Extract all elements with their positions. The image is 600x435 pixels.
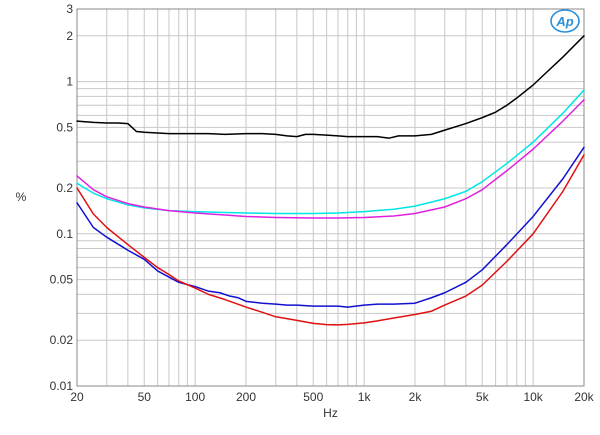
ap-logo-text: Ap [555, 14, 573, 29]
series-line-1 [76, 35, 585, 139]
x-tick-label: 20 [70, 390, 84, 404]
series-line-4 [76, 146, 585, 308]
y-tick-label: 0.02 [50, 333, 74, 347]
ap-logo: Ap [550, 9, 580, 33]
plot-frame [76, 8, 585, 387]
y-tick-label: 0.2 [56, 181, 73, 195]
series-group [76, 35, 585, 326]
y-tick-label: 0.05 [50, 273, 74, 287]
x-tick-label: 2k [409, 390, 423, 404]
y-tick-labels: 3 2 1 0.5 0.2 0.1 0.05 0.02 0.01 [50, 2, 74, 393]
y-tick-label: 2 [66, 29, 73, 43]
x-tick-label: 5k [476, 390, 490, 404]
y-tick-label: 0.1 [56, 227, 73, 241]
y-tick-label: 3 [66, 2, 73, 16]
y-tick-label: 0.5 [56, 120, 73, 134]
series-line-2 [76, 89, 585, 215]
x-tick-label: 1k [358, 390, 372, 404]
x-tick-label: 500 [303, 390, 323, 404]
series-line-3 [76, 99, 585, 219]
x-tick-labels: 20 50 100 200 500 1k 2k 5k 10k 20k [70, 390, 594, 404]
x-tick-label: 50 [138, 390, 152, 404]
x-tick-label: 100 [185, 390, 205, 404]
x-tick-label: 10k [523, 390, 543, 404]
y-tick-label: 0.01 [50, 379, 74, 393]
series-line-5 [76, 154, 585, 326]
grid [77, 9, 584, 386]
y-axis-label: % [16, 190, 27, 204]
x-axis-label: Hz [323, 406, 338, 420]
y-tick-label: 1 [66, 75, 73, 89]
x-tick-label: 20k [574, 390, 594, 404]
ap-logo-ring [550, 9, 580, 33]
x-tick-label: 200 [236, 390, 256, 404]
